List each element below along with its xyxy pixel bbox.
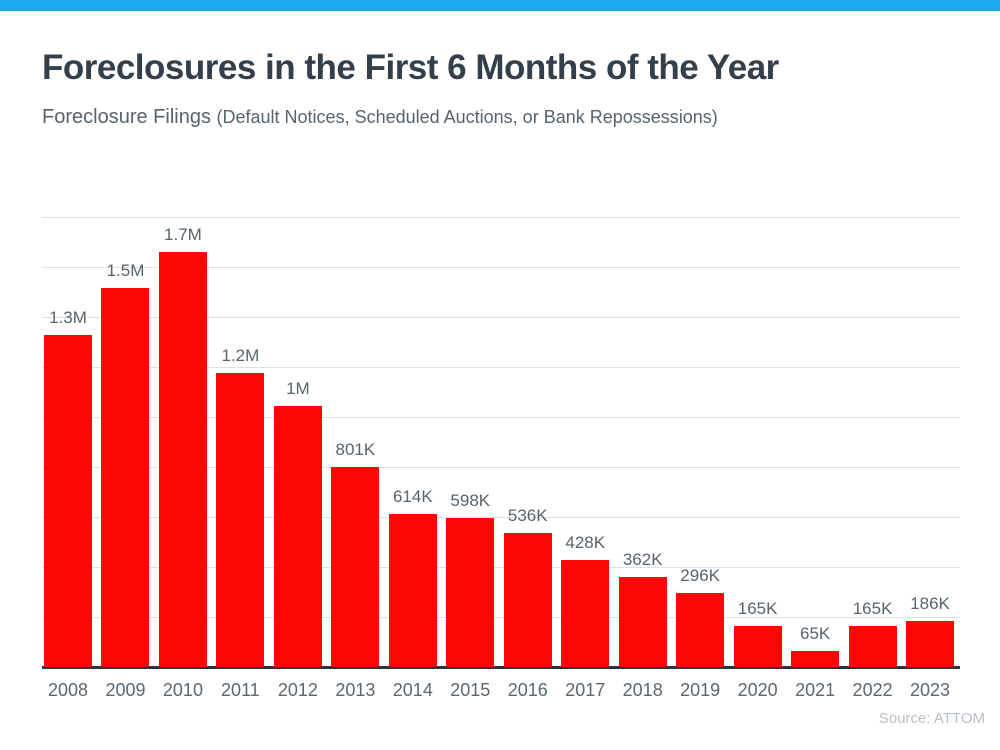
bar-value-label: 1M	[286, 378, 310, 398]
bar-value-label: 1.2M	[221, 346, 260, 366]
x-axis-tick-label: 2021	[795, 680, 836, 700]
x-axis-tick-label: 2011	[221, 680, 260, 700]
bar	[848, 625, 897, 667]
chart-subtitle: Foreclosure Filings (Default Notices, Sc…	[42, 106, 718, 129]
x-axis-tick-label: 2008	[47, 680, 89, 700]
gridline	[42, 567, 960, 568]
x-axis-tick-label: 2009	[105, 680, 146, 700]
bar-value-label: 536K	[507, 506, 548, 525]
bar-value-label: 1.7M	[164, 225, 202, 244]
bar	[216, 373, 265, 667]
top-accent-bar	[0, 0, 1000, 11]
gridline	[42, 317, 960, 318]
x-axis-tick-label: 2015	[450, 680, 491, 700]
chart-subtitle-main: Foreclosure Filings	[42, 106, 217, 128]
gridline	[42, 417, 960, 418]
x-axis-tick-label: 2014	[392, 680, 433, 700]
bar	[906, 620, 955, 667]
bar	[733, 625, 782, 667]
x-axis-tick-label: 2018	[622, 680, 663, 700]
bar-value-label: 165K	[852, 598, 893, 618]
gridline	[42, 217, 960, 218]
x-axis-tick-label: 2010	[162, 680, 203, 700]
chart-title: Foreclosures in the First 6 Months of th…	[42, 48, 779, 87]
bar-value-label: 801K	[335, 439, 376, 459]
gridline	[42, 467, 960, 468]
bar	[388, 513, 437, 667]
bar	[676, 593, 725, 667]
bar-value-label: 165K	[737, 598, 778, 618]
bar	[158, 252, 207, 667]
gridline	[42, 517, 960, 518]
bar-value-label: 186K	[910, 593, 950, 613]
x-axis-tick-label: 2013	[335, 680, 376, 700]
bar	[618, 576, 667, 667]
x-axis-tick-label: 2020	[737, 680, 778, 700]
bar-value-label: 1.5M	[106, 261, 145, 281]
bar-value-label: 65K	[799, 623, 831, 643]
bar	[561, 560, 610, 667]
x-axis-tick-label: 2012	[277, 680, 318, 700]
bar	[101, 288, 150, 667]
chart-subtitle-parenthetical: (Default Notices, Scheduled Auctions, or…	[216, 107, 718, 127]
gridline	[42, 617, 960, 618]
bar	[446, 517, 495, 667]
x-axis-baseline	[42, 666, 960, 669]
bar	[503, 533, 552, 667]
gridline	[42, 267, 960, 268]
bar	[273, 405, 322, 667]
bar	[331, 466, 380, 667]
gridline	[42, 367, 960, 368]
source-attribution: Source: ATTOM	[878, 710, 985, 727]
x-axis-tick-label: 2016	[507, 680, 548, 700]
bar-chart-plot-area: 1.3M 1.5M 1.7M 1.2M 1M 801K 614K 598K 536K 428K 36…	[42, 217, 960, 669]
bar-value-label: 1.3M	[49, 307, 87, 327]
bar-value-label: 362K	[622, 549, 663, 569]
bar-value-label: 614K	[392, 486, 433, 506]
x-axis-tick-label: 2022	[852, 680, 893, 700]
x-axis-tick-label: 2023	[910, 680, 951, 700]
bar-value-label: 598K	[450, 490, 491, 510]
x-axis-tick-label: 2017	[565, 680, 606, 700]
bar-value-label: 296K	[680, 566, 721, 585]
x-axis-tick-label: 2019	[680, 680, 721, 700]
bar	[791, 650, 840, 667]
bar	[44, 334, 92, 667]
bar-value-label: 428K	[565, 533, 606, 552]
